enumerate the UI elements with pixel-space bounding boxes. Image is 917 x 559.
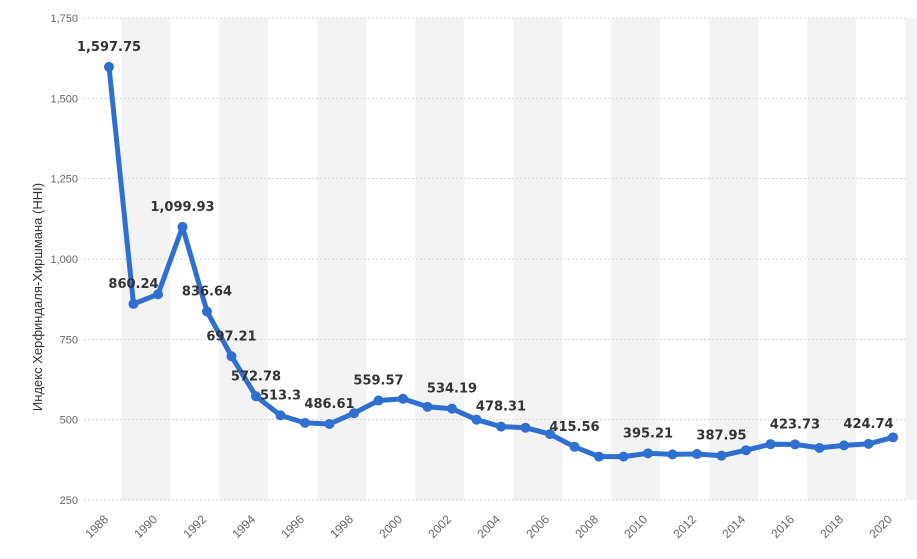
y-axis-ticks: 250 500 750 1,000 1,250 1,500 1,750 [50,13,78,507]
data-label: 486.61 [304,397,354,412]
data-label: 559.57 [353,374,403,389]
y-axis-label: Индекс Херфиндаля-Хиршмана (HHI) [30,183,45,411]
data-point [447,403,457,414]
data-point [177,221,188,232]
data-label: 424.74 [843,417,893,432]
data-label: 415.56 [549,420,599,435]
x-tick-label: 1998 [327,512,356,541]
y-tick-label: 1,750 [50,13,78,25]
data-point [496,421,506,432]
x-axis-ticks: 1988 1990 1992 1994 1996 1998 2000 2002 2004 2006… [82,512,895,541]
x-tick-label: 2002 [425,512,454,541]
y-tick-label: 500 [60,415,78,427]
data-point [692,449,702,460]
data-point [765,439,776,450]
y-tick-label: 750 [60,334,78,346]
data-point [667,449,678,460]
data-point [275,410,286,421]
x-tick-label: 2006 [523,512,552,541]
data-point [251,391,261,402]
data-point [863,438,874,449]
x-tick-label: 2008 [572,512,601,541]
data-point [618,451,629,462]
x-tick-label: 2018 [817,512,846,541]
data-label: 836.64 [182,284,232,299]
background-band [905,18,917,500]
data-label: 423.73 [770,417,820,432]
x-tick-label: 1996 [278,512,307,541]
data-point [128,298,139,309]
data-point [422,401,433,412]
y-tick-label: 1,500 [50,93,78,105]
data-point [790,439,800,450]
data-label: 478.31 [476,400,526,415]
data-point [594,451,604,462]
data-label: 395.21 [623,426,673,441]
x-tick-label: 1988 [82,512,111,541]
data-point [716,450,727,461]
x-tick-label: 1990 [131,512,160,541]
data-label: 860.24 [108,277,158,292]
data-label: 1,099.93 [150,200,214,215]
data-point [643,448,653,459]
data-label: 1,597.75 [77,40,141,55]
data-point [373,395,384,406]
data-label: 513.3 [260,388,301,403]
data-point [202,306,212,317]
gridlines [84,17,908,501]
data-point [569,441,580,452]
data-point [839,440,849,451]
data-point [349,408,359,419]
y-tick-label: 1,250 [50,174,78,186]
data-labels: 1,597.75 860.24 1,099.93 836.64 697.21 572.78… [77,40,894,444]
x-tick-label: 2004 [474,512,503,541]
y-tick-label: 250 [60,495,78,507]
data-point [520,422,531,433]
data-points [104,61,898,462]
y-tick-label: 1,000 [50,254,78,266]
data-point [324,418,335,429]
x-tick-label: 2014 [719,512,748,541]
x-tick-label: 2012 [670,512,699,541]
data-label: 534.19 [427,382,477,397]
data-point [300,417,310,428]
data-point [814,442,825,453]
data-label: 387.95 [696,429,746,444]
x-tick-label: 1994 [229,512,258,541]
x-tick-label: 2000 [376,512,405,541]
data-point [545,429,555,440]
x-tick-label: 1992 [180,512,209,541]
data-point [471,414,482,425]
data-label: 697.21 [206,329,256,344]
x-tick-label: 2016 [768,512,797,541]
data-point [888,432,898,443]
x-tick-label: 2020 [866,512,895,541]
data-label: 572.78 [231,369,281,384]
x-tick-label: 2010 [621,512,650,541]
data-point [153,289,163,300]
data-point [398,393,408,404]
data-point [226,351,237,362]
data-point [741,445,751,456]
data-point [104,61,114,72]
